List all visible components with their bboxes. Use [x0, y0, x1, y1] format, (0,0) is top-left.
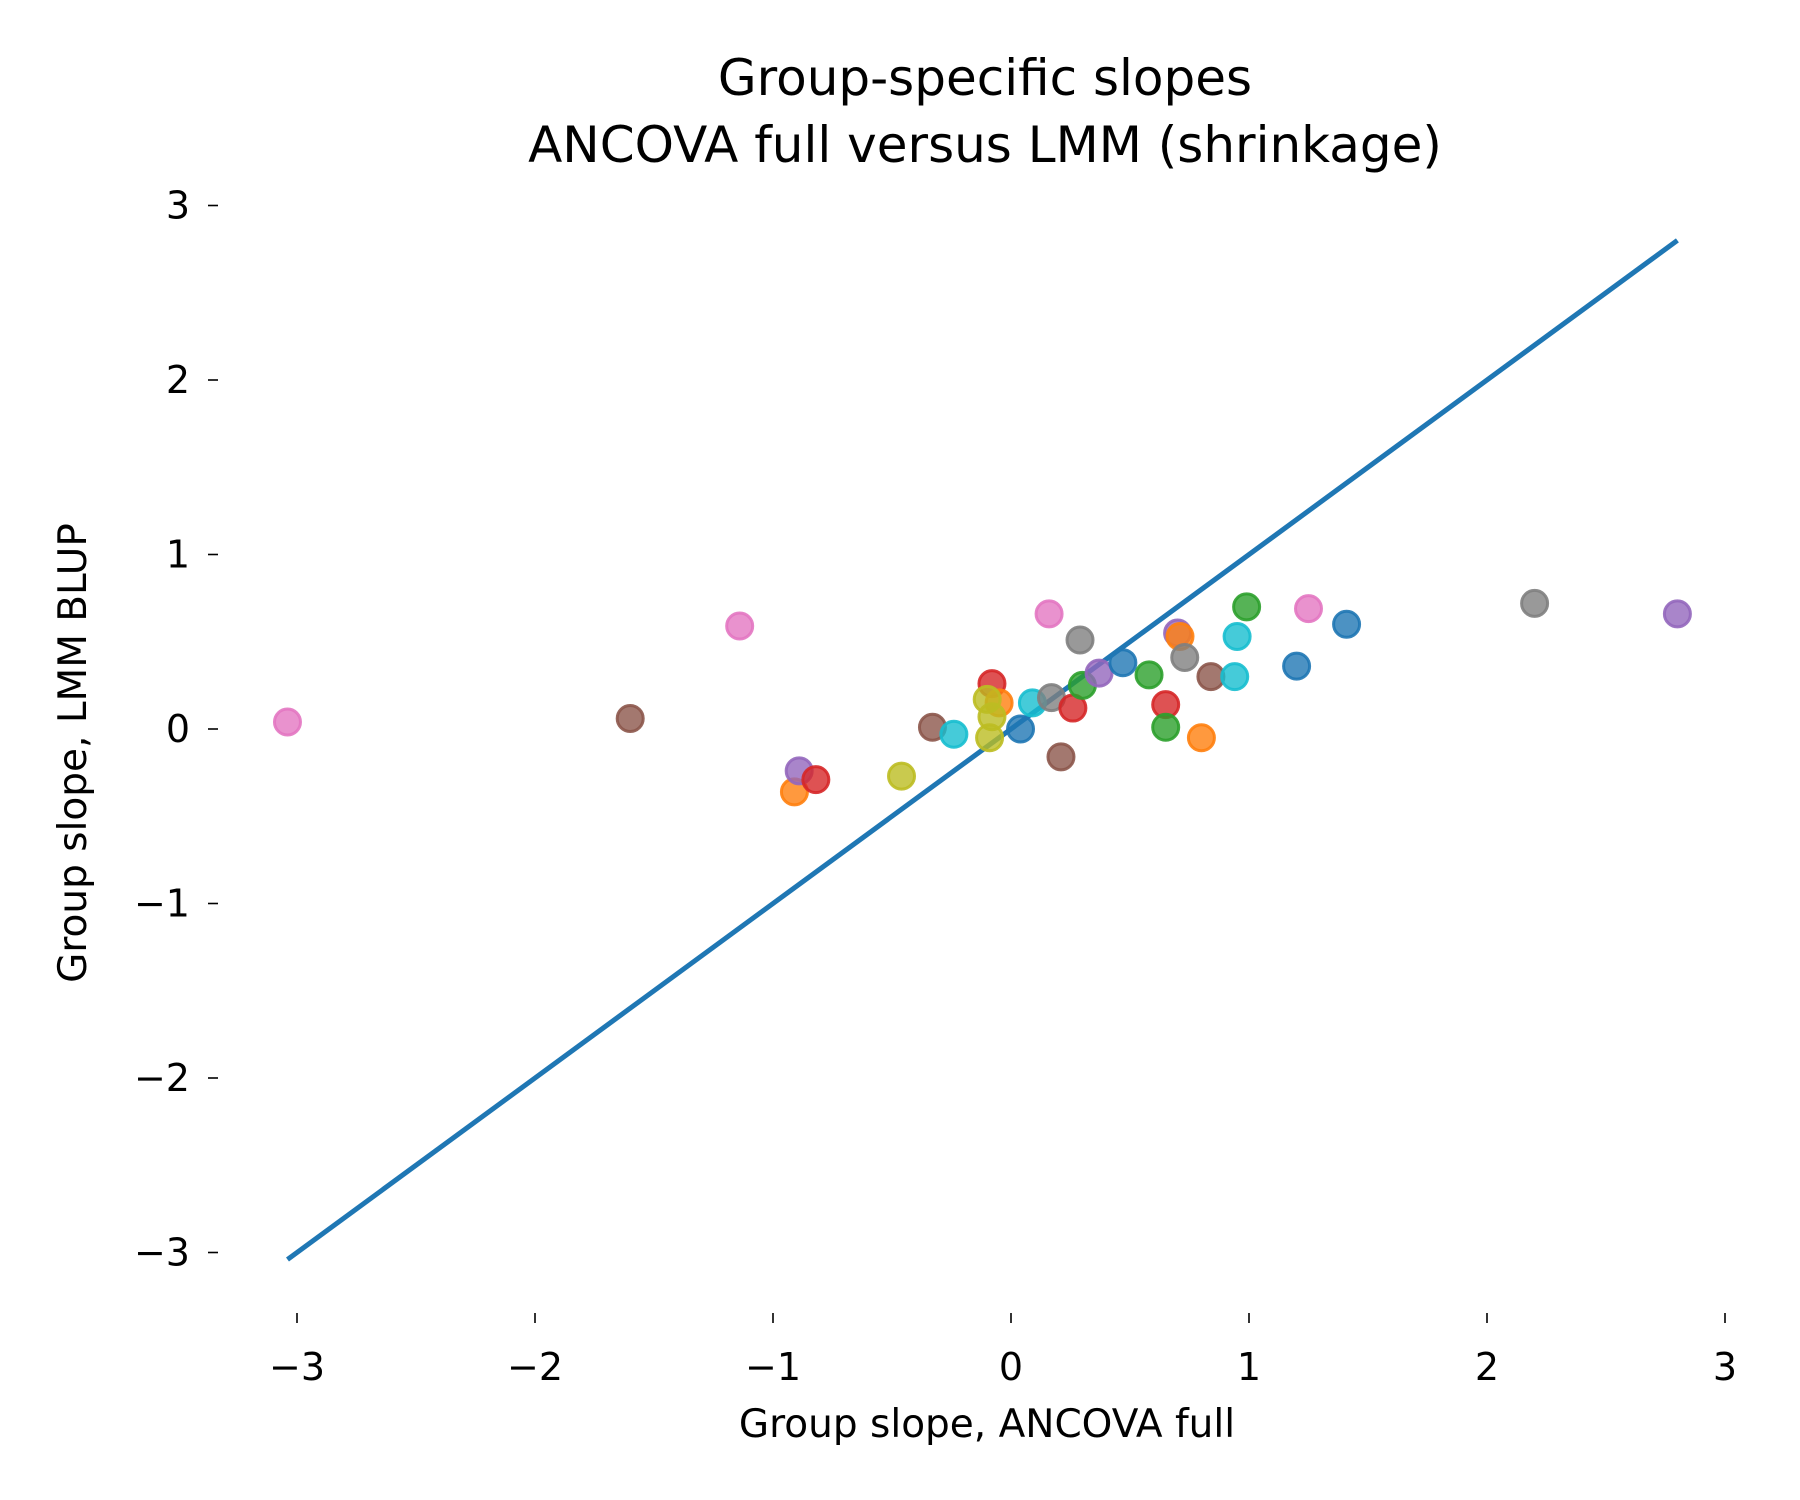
data-point — [725, 611, 755, 641]
data-point — [801, 765, 831, 795]
data-point — [1520, 588, 1550, 618]
y-tick-label: −3 — [134, 1231, 190, 1275]
data-point — [1232, 592, 1262, 622]
data-point — [1282, 651, 1312, 681]
data-point — [615, 704, 645, 734]
data-point — [1108, 648, 1138, 678]
data-point — [272, 707, 302, 737]
data-point — [1034, 599, 1064, 629]
data-point — [1294, 594, 1323, 624]
data-point — [1151, 712, 1181, 742]
y-tick-label: 0 — [166, 707, 190, 751]
y-tick-label: −2 — [134, 1056, 190, 1100]
points-group — [272, 588, 1692, 807]
y-axis: −3 −2 −1 0 1 2 3 — [134, 184, 218, 1275]
x-tick-label: −3 — [269, 1345, 325, 1389]
data-point — [1065, 625, 1095, 655]
data-point — [939, 719, 969, 749]
x-axis: −3 −2 −1 0 1 2 3 — [269, 1313, 1737, 1389]
data-point — [1006, 714, 1036, 744]
x-tick-label: −2 — [507, 1345, 563, 1389]
data-point — [1196, 662, 1226, 692]
chart-subtitle: ANCOVA full versus LMM (shrinkage) — [528, 116, 1442, 174]
data-point — [887, 761, 917, 791]
y-axis-label: Group slope, LMM BLUP — [51, 523, 96, 983]
x-tick-label: 0 — [999, 1345, 1023, 1389]
y-tick-label: −1 — [134, 882, 190, 926]
data-point — [1222, 622, 1252, 652]
y-tick-label: 3 — [166, 184, 190, 228]
x-tick-label: −1 — [745, 1345, 801, 1389]
x-axis-label: Group slope, ANCOVA full — [739, 1402, 1235, 1447]
y-tick-label: 2 — [166, 358, 190, 402]
y-tick-label: 1 — [166, 533, 190, 577]
data-point — [1084, 658, 1114, 688]
data-point — [1170, 642, 1200, 672]
data-point — [1662, 599, 1692, 629]
x-tick-label: 2 — [1475, 1345, 1499, 1389]
data-point — [1134, 660, 1164, 690]
data-point — [1046, 742, 1076, 772]
data-point — [975, 723, 1005, 753]
data-point — [1332, 609, 1362, 639]
data-point — [1220, 662, 1250, 692]
x-tick-label: 1 — [1237, 1345, 1261, 1389]
data-point — [1186, 723, 1216, 753]
x-tick-label: 3 — [1713, 1345, 1737, 1389]
chart-title: Group-specific slopes — [718, 49, 1252, 107]
